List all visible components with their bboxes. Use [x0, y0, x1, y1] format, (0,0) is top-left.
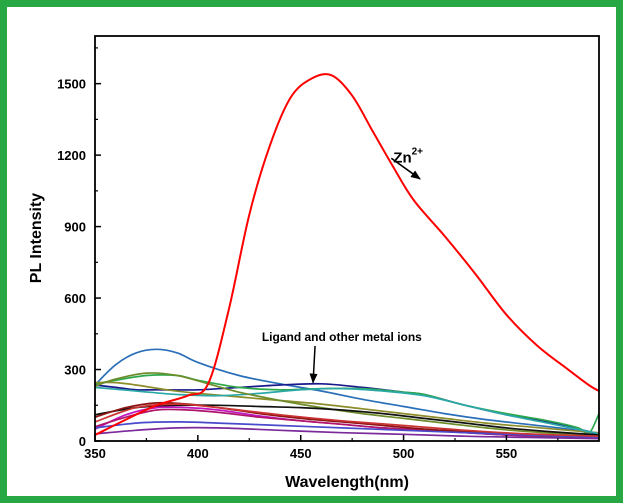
y-tick-label: 300 [64, 363, 86, 378]
x-tick-label: 400 [187, 446, 209, 461]
axis-ticks: 350 400 450 500 550 0 300 600 900 1200 1500 [57, 47, 559, 461]
plot-area-border [94, 35, 600, 442]
series-line-12 [94, 426, 600, 440]
series-line-4 [94, 381, 600, 434]
series-line-1 [94, 348, 600, 435]
series-line-5 [94, 386, 600, 435]
annotations: Zn2+ Ligand and other metal ions [262, 146, 423, 384]
x-axis-title: Wavelength(nm) [285, 474, 409, 491]
y-tick-label: 900 [64, 220, 86, 235]
series-line-7 [94, 404, 600, 436]
y-tick-label: 0 [79, 434, 86, 449]
zn-arrow [390, 157, 421, 180]
x-tick-label: 550 [496, 446, 518, 461]
x-tick-label: 350 [84, 446, 106, 461]
series-line-11 [94, 421, 600, 439]
y-tick-label: 1200 [57, 148, 86, 163]
y-axis-title: PL Intensity [28, 193, 45, 283]
y-tick-label: 600 [64, 291, 86, 306]
y-tick-label: 1500 [57, 77, 86, 92]
series-line-6 [94, 372, 600, 436]
zn-charge: 2+ [412, 146, 424, 157]
series-layer [94, 73, 600, 440]
zn-label: Zn2+ [393, 146, 423, 166]
ligand-label: Ligand and other metal ions [262, 330, 422, 344]
series-line-zn [94, 73, 600, 436]
x-tick-label: 450 [290, 446, 312, 461]
ligand-arrow [309, 345, 318, 384]
x-tick-label: 500 [393, 446, 415, 461]
